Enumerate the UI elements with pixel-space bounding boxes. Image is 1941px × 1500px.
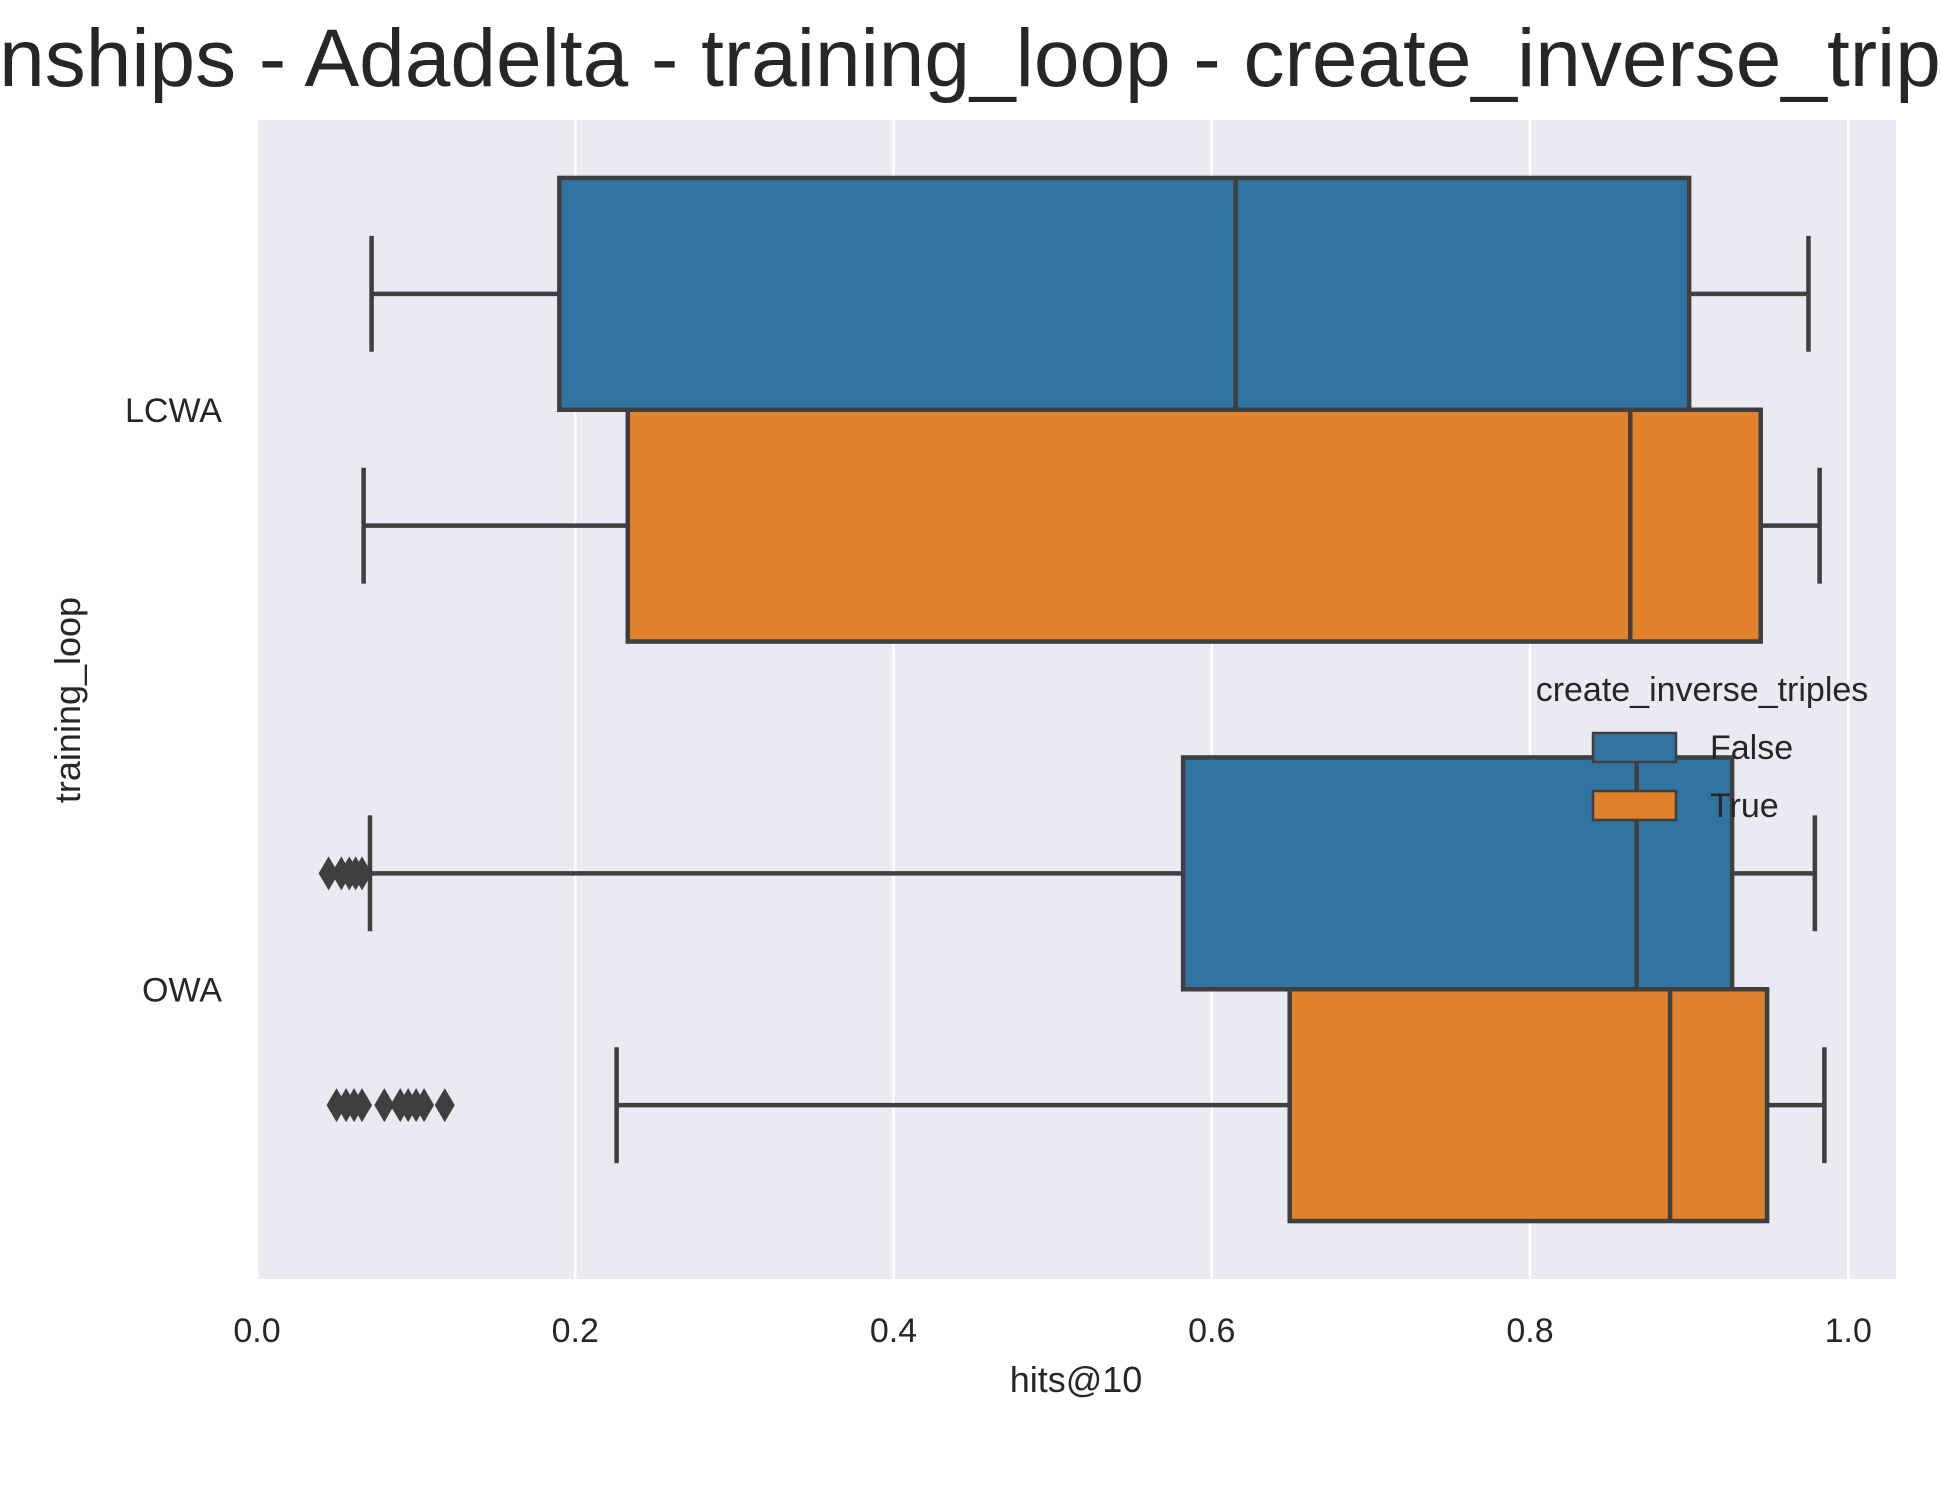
y-tick-labels: LCWA OWA <box>125 392 222 1010</box>
x-axis-label: hits@10 <box>1010 1359 1143 1400</box>
legend-swatch <box>1591 731 1678 764</box>
outlier-point <box>352 856 373 891</box>
x-tick-label: 0.4 <box>870 1312 917 1350</box>
outlier-point <box>352 1088 373 1123</box>
x-tick-label: 0.2 <box>552 1312 599 1350</box>
y-tick-label: LCWA <box>125 392 222 430</box>
y-axis-label: training_loop <box>47 597 88 803</box>
outlier-point <box>414 1088 435 1123</box>
outlier-point <box>318 856 339 891</box>
outlier-point <box>374 1088 395 1123</box>
box-false-lcwa <box>369 175 1811 412</box>
legend-entry-label: False <box>1710 729 1793 767</box>
x-tick-label: 0.8 <box>1506 1312 1553 1350</box>
legend-title: create_inverse_triples <box>1536 671 1869 709</box>
x-tick-labels: 0.0 0.2 0.4 0.6 0.8 1.0 <box>233 1312 1872 1350</box>
x-tick-label: 1.0 <box>1825 1312 1872 1350</box>
y-tick-label: OWA <box>142 971 222 1009</box>
box-body <box>557 175 1692 412</box>
box-body <box>1287 987 1770 1224</box>
x-tick-label: 0.6 <box>1188 1312 1235 1350</box>
legend-entry-label: True <box>1710 787 1779 825</box>
box-true-lcwa <box>361 407 1822 644</box>
box-true-owa <box>326 987 1827 1224</box>
legend: create_inverse_triples False True <box>1536 671 1869 825</box>
legend-swatch <box>1591 789 1678 822</box>
x-tick-label: 0.0 <box>233 1312 280 1350</box>
box-body <box>625 407 1763 644</box>
chart-title: nships - Adadelta - training_loop - crea… <box>0 13 1941 104</box>
outlier-point <box>434 1088 455 1123</box>
